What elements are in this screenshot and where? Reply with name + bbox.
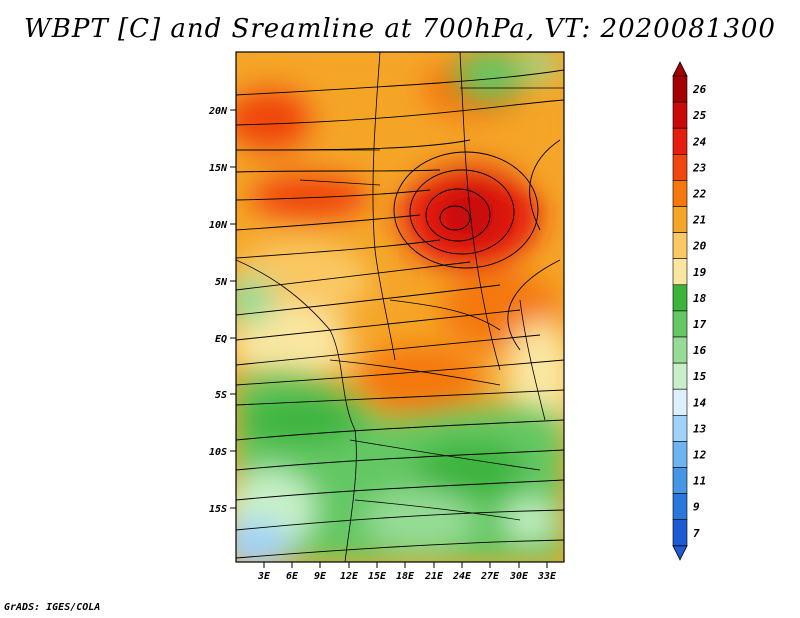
colorbar-label: 9 bbox=[693, 501, 700, 514]
colorbar-swatch bbox=[672, 493, 688, 521]
lon-tick-label: 30E bbox=[509, 571, 529, 582]
map-frame bbox=[235, 51, 565, 563]
lat-tick-label: 10S bbox=[209, 447, 227, 458]
colorbar-label: 26 bbox=[692, 83, 707, 96]
colorbar-label: 25 bbox=[692, 109, 707, 122]
colorbar-label: 23 bbox=[692, 161, 707, 174]
colorbar-bottom-arrow bbox=[672, 545, 688, 561]
latitude-axis: 20N 15N 10N 5N EQ 5S 10S 15S bbox=[208, 106, 236, 515]
colorbar-swatch bbox=[672, 441, 688, 468]
lon-tick-label: 21E bbox=[424, 571, 444, 582]
longitude-axis: 3E 6E 9E 12E 15E 18E 21E 24E 27E 30E 33E bbox=[257, 562, 557, 582]
lat-tick-label: EQ bbox=[215, 334, 227, 345]
lon-tick-label: 27E bbox=[480, 571, 500, 582]
colorbar-swatch bbox=[672, 154, 688, 181]
colorbar-label: 15 bbox=[693, 370, 707, 383]
colorbar: 26 25 24 23 22 21 20 19 18 17 16 15 14 13 12 11 9 7 bbox=[672, 61, 707, 561]
lon-tick-label: 15E bbox=[368, 571, 387, 582]
colorbar-label: 17 bbox=[693, 318, 707, 331]
lon-tick-label: 33E bbox=[537, 571, 557, 582]
lat-tick-label: 5S bbox=[215, 390, 227, 401]
colorbar-swatch bbox=[672, 388, 688, 416]
country-borders bbox=[236, 52, 564, 562]
colorbar-swatch bbox=[672, 284, 688, 312]
colorbar-label: 24 bbox=[692, 135, 707, 148]
chart-title: WBPT [C] and Sreamline at 700hPa, VT: 20… bbox=[24, 14, 776, 44]
colorbar-swatch bbox=[672, 362, 688, 390]
colorbar-label: 19 bbox=[693, 266, 707, 279]
colorbar-swatch bbox=[672, 414, 688, 442]
colorbar-label: 20 bbox=[692, 240, 707, 253]
colorbar-label: 14 bbox=[693, 396, 707, 409]
colorbar-label: 22 bbox=[692, 187, 707, 200]
colorbar-swatch bbox=[672, 467, 688, 494]
colorbar-swatch bbox=[672, 310, 688, 338]
colorbar-swatch bbox=[672, 336, 688, 364]
lon-tick-label: 6E bbox=[286, 571, 299, 582]
colorbar-label: 7 bbox=[693, 527, 700, 540]
lon-tick-label: 12E bbox=[340, 571, 359, 582]
colorbar-label: 11 bbox=[693, 475, 706, 488]
colorbar-label: 13 bbox=[693, 422, 707, 435]
colorbar-swatch bbox=[672, 206, 688, 233]
colorbar-swatch bbox=[672, 75, 688, 103]
colorbar-swatch bbox=[672, 232, 688, 260]
lon-tick-label: 9E bbox=[314, 571, 327, 582]
colorbar-top-arrow bbox=[672, 61, 688, 77]
lon-tick-label: 18E bbox=[396, 571, 415, 582]
lat-tick-label: 15S bbox=[209, 504, 227, 515]
lat-tick-label: 15N bbox=[209, 163, 228, 174]
colorbar-label: 21 bbox=[692, 214, 706, 227]
lat-tick-label: 10N bbox=[209, 220, 228, 231]
colorbar-swatch bbox=[672, 127, 688, 155]
lat-tick-label: 5N bbox=[215, 277, 228, 288]
grads-credit: GrADS: IGES/COLA bbox=[4, 602, 101, 613]
colorbar-swatch bbox=[672, 101, 688, 129]
colorbar-swatch bbox=[672, 180, 688, 207]
lat-tick-label: 20N bbox=[208, 106, 228, 117]
colorbar-label: 16 bbox=[693, 344, 707, 357]
lon-tick-label: 3E bbox=[257, 571, 271, 582]
colorbar-label: 12 bbox=[693, 448, 707, 461]
colorbar-label: 18 bbox=[693, 292, 707, 305]
lon-tick-label: 24E bbox=[452, 571, 472, 582]
colorbar-swatch bbox=[672, 258, 688, 286]
colorbar-swatch bbox=[672, 519, 688, 547]
